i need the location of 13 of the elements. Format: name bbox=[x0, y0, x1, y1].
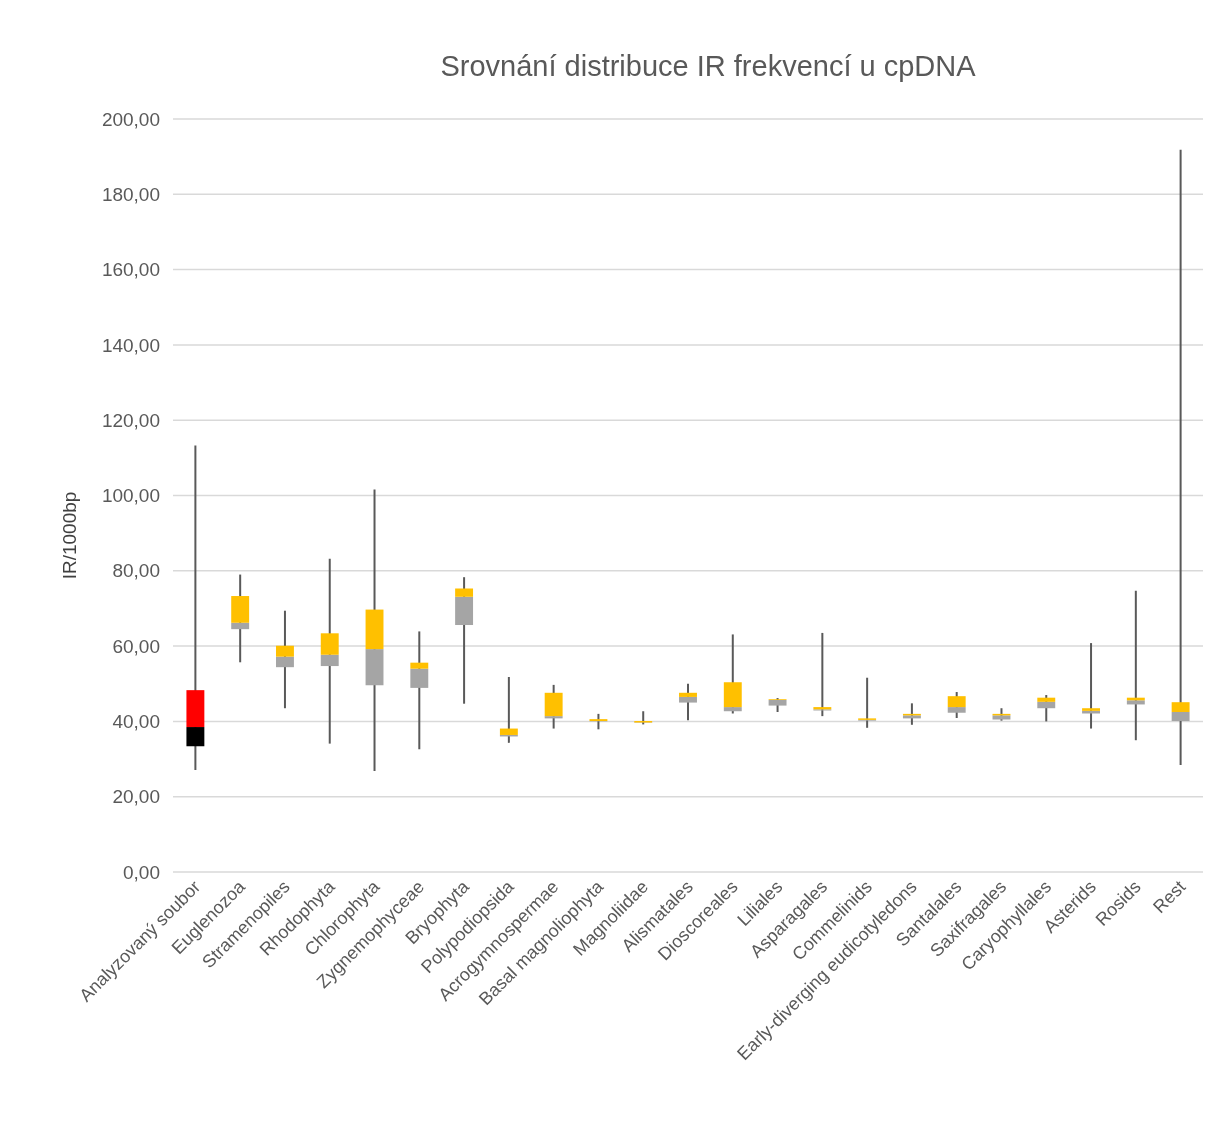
y-axis-title: IR/1000bp bbox=[59, 491, 80, 580]
chart-title: Srovnání distribuce IR frekvencí u cpDNA bbox=[440, 50, 977, 82]
y-tick-label: 40,00 bbox=[112, 711, 160, 733]
y-tick-label: 120,00 bbox=[101, 409, 160, 431]
y-tick-label: 60,00 bbox=[112, 635, 160, 657]
y-tick-label: 200,00 bbox=[101, 108, 160, 130]
y-tick-label: 160,00 bbox=[101, 259, 160, 281]
y-tick-label: 0,00 bbox=[123, 861, 160, 883]
y-tick-label: 140,00 bbox=[101, 334, 160, 356]
y-tick-label: 80,00 bbox=[112, 560, 160, 582]
y-tick-label: 20,00 bbox=[112, 786, 160, 808]
y-tick-label: 100,00 bbox=[101, 485, 160, 507]
y-tick-label: 180,00 bbox=[101, 183, 160, 205]
